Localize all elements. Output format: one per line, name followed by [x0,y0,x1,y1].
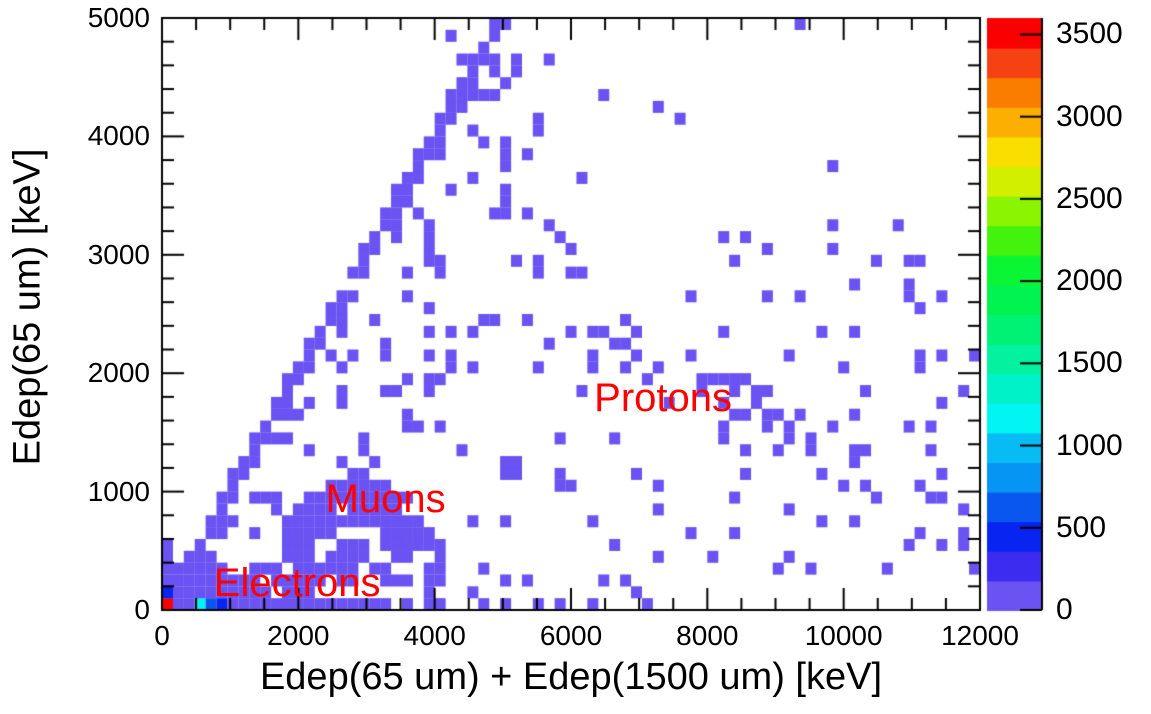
y-tick-label: 4000 [87,120,150,152]
annotation-muons: Muons [325,477,446,522]
colorbar-tick-label: 0 [1056,593,1073,626]
colorbar-tick-label: 3500 [1056,17,1123,51]
x-tick-label: 10000 [804,620,883,651]
x-tick-label: 2000 [267,620,330,651]
annotation-protons: Protons [594,375,733,420]
y-tick-label: 0 [134,594,150,625]
colorbar-tick-label: 3000 [1056,99,1123,133]
x-axis-title: Edep(65 um) + Edep(1500 um) [keV] [259,656,883,698]
colorbar-tick-label: 1500 [1056,346,1123,380]
y-tick-label: 2000 [87,357,150,389]
y-axis-title: Edep(65 um) [keV] [6,148,49,466]
x-tick-label: 6000 [539,620,603,651]
y-tick-label: 5000 [87,2,150,33]
colorbar-tick-label: 2500 [1056,181,1123,215]
colorbar-tick-label: 1000 [1056,428,1123,462]
colorbar-tick-label: 500 [1056,510,1107,544]
x-tick-label: 0 [154,620,170,651]
x-tick-label: 8000 [676,620,739,651]
colorbar-tick-label: 2000 [1056,264,1123,298]
x-tick-label: 4000 [403,620,466,651]
y-tick-label: 3000 [87,238,150,270]
annotation-electrons: Electrons [213,560,381,605]
x-tick-label: 12000 [941,620,1019,651]
y-tick-label: 1000 [87,475,150,507]
